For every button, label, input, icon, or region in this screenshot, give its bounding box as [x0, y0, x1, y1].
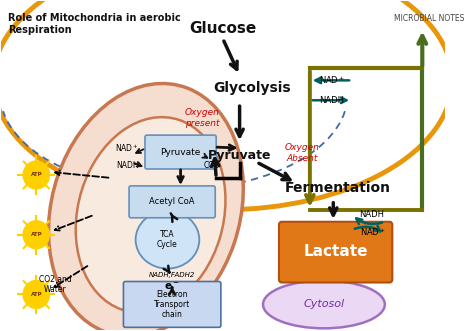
Text: NAD$^+$: NAD$^+$ [359, 226, 386, 238]
Text: Electron
Transport
chain: Electron Transport chain [154, 290, 190, 319]
Text: NADH: NADH [319, 96, 344, 105]
Text: NAD$^+$: NAD$^+$ [115, 142, 139, 154]
Text: CO2 and
Water: CO2 and Water [39, 275, 72, 294]
Text: Glucose: Glucose [189, 21, 256, 36]
Text: ATP: ATP [30, 172, 42, 177]
Text: NADH: NADH [116, 161, 138, 169]
Circle shape [23, 161, 49, 189]
Ellipse shape [48, 83, 243, 331]
FancyBboxPatch shape [145, 135, 216, 169]
Text: MICROBIAL NOTES: MICROBIAL NOTES [394, 14, 465, 23]
Text: Fermentation: Fermentation [285, 181, 391, 195]
Text: Cytosol: Cytosol [303, 300, 345, 309]
Text: Pyruvate: Pyruvate [208, 149, 271, 162]
Text: e$^-$: e$^-$ [164, 281, 180, 292]
Text: Role of Mitochondria in aerobic: Role of Mitochondria in aerobic [8, 13, 181, 23]
Text: Glycolysis: Glycolysis [213, 81, 291, 95]
FancyBboxPatch shape [123, 281, 221, 327]
Text: Respiration: Respiration [8, 24, 72, 35]
FancyBboxPatch shape [279, 222, 392, 282]
Text: NADH: NADH [359, 210, 384, 219]
Text: ATP: ATP [30, 232, 42, 237]
Text: ATP: ATP [30, 292, 42, 297]
Circle shape [23, 221, 49, 249]
Text: Acetyl CoA: Acetyl CoA [149, 197, 195, 206]
Text: NADH,FADH2: NADH,FADH2 [149, 271, 195, 277]
Text: Oxygen
Absent: Oxygen Absent [285, 143, 320, 163]
Text: CO2: CO2 [203, 161, 219, 169]
Ellipse shape [263, 280, 385, 328]
Text: TCA
Cycle: TCA Cycle [157, 230, 178, 249]
Text: Lactate: Lactate [304, 244, 368, 259]
Text: Pyruvate: Pyruvate [160, 148, 201, 157]
Circle shape [23, 280, 49, 308]
Text: Oxygen
present: Oxygen present [185, 109, 219, 128]
Ellipse shape [136, 211, 199, 268]
Text: NAD$^+$: NAD$^+$ [319, 74, 346, 86]
FancyBboxPatch shape [129, 186, 215, 218]
Ellipse shape [76, 117, 226, 312]
